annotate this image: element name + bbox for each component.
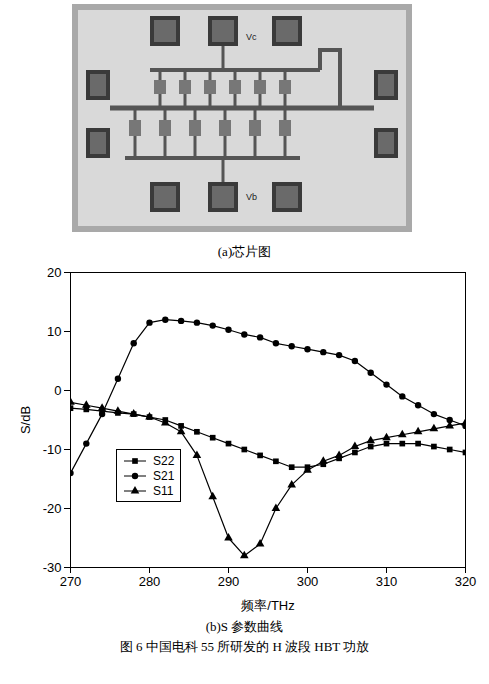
svg-text:270: 270 (60, 574, 82, 589)
svg-text:Vc: Vc (246, 32, 257, 42)
svg-text:320: 320 (455, 574, 477, 589)
svg-text:S/dB: S/dB (18, 406, 33, 434)
svg-text:290: 290 (218, 574, 240, 589)
svg-text:0: 0 (54, 383, 61, 398)
svg-text:300: 300 (297, 574, 319, 589)
svg-text:-20: -20 (43, 501, 62, 516)
svg-text:Vb: Vb (246, 192, 257, 202)
svg-text:20: 20 (47, 265, 61, 280)
html-text:(b)S 参数曲线: (b)S 参数曲线 (205, 619, 284, 634)
html-text:(a)芯片图: (a)芯片图 (217, 244, 272, 259)
svg-text:-10: -10 (43, 442, 62, 457)
html-text:S22: S22 (153, 453, 175, 468)
html-text:图 6 中国电科 55 所研发的 H 波段 HBT 功放: 图 6 中国电科 55 所研发的 H 波段 HBT 功放 (119, 639, 370, 654)
svg-text:310: 310 (376, 574, 398, 589)
svg-text:10: 10 (47, 324, 61, 339)
svg-text:-30: -30 (43, 560, 62, 575)
html-text:S21: S21 (153, 468, 175, 483)
html-text:S11: S11 (153, 483, 174, 498)
svg-text:280: 280 (139, 574, 161, 589)
svg-text:频率/THz: 频率/THz (241, 598, 294, 613)
